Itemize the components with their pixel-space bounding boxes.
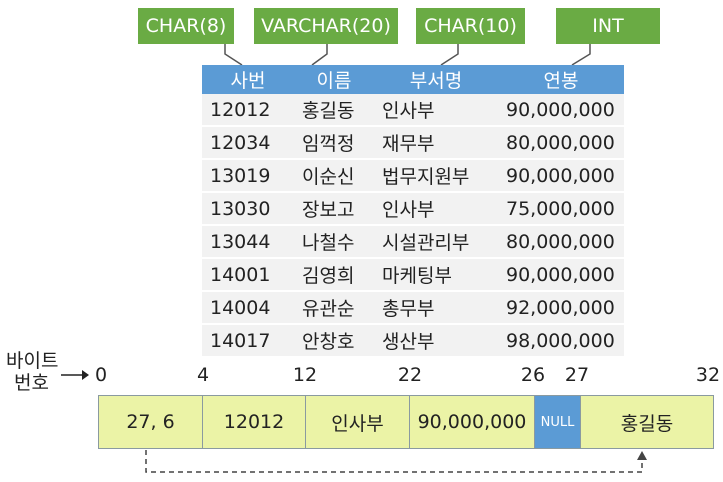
cell-salary: 90,000,000 (498, 94, 624, 127)
table-header-row: 사번 이름 부서명 연봉 (202, 65, 624, 94)
header-name: 이름 (294, 65, 374, 94)
table-row: 13019 이순신 법무지원부 90,000,000 (202, 159, 624, 193)
connector-char8 (224, 44, 243, 66)
cell-salary: 80,000,000 (498, 225, 624, 259)
cell-emp-no: 13044 (202, 225, 294, 259)
cell-name: 나철수 (294, 225, 374, 259)
cell-dept: 법무지원부 (374, 159, 498, 193)
cell-name: 안창호 (294, 324, 374, 358)
offset-22: 22 (397, 364, 423, 386)
cell-emp-no: 13030 (202, 192, 294, 226)
record-cell-salary: 90,000,000 (409, 395, 535, 449)
employee-table: 사번 이름 부서명 연봉 12012 홍길동 인사부 90,000,000 12… (202, 65, 624, 358)
cell-name: 장보고 (294, 192, 374, 226)
table-row: 12034 임꺽정 재무부 80,000,000 (202, 126, 624, 160)
cell-emp-no: 14004 (202, 291, 294, 325)
cell-name: 홍길동 (294, 94, 374, 127)
byte-number-label: 바이트 번호 (6, 350, 58, 394)
byte-label-line1: 바이트 (6, 350, 59, 372)
cell-name: 임꺽정 (294, 126, 374, 160)
type-tag-varchar20: VARCHAR(20) (254, 8, 398, 44)
record-cell-header: 27, 6 (98, 395, 203, 449)
cell-dept: 마케팅부 (374, 258, 498, 292)
offset-32: 32 (695, 364, 721, 386)
table-row: 12012 홍길동 인사부 90,000,000 (202, 94, 624, 127)
type-tag-char8: CHAR(8) (138, 8, 234, 44)
connector-char10 (440, 44, 459, 66)
offset-12: 12 (292, 364, 318, 386)
type-tag-char10: CHAR(10) (416, 8, 525, 44)
cell-salary: 98,000,000 (498, 324, 624, 358)
cell-name: 유관순 (294, 291, 374, 325)
arrow-right-icon (61, 370, 89, 380)
table-row: 13030 장보고 인사부 75,000,000 (202, 192, 624, 226)
cell-dept: 시설관리부 (374, 225, 498, 259)
connector-varchar20 (311, 44, 328, 66)
cell-salary: 80,000,000 (498, 126, 624, 160)
cell-dept: 총무부 (374, 291, 498, 325)
cell-salary: 92,000,000 (498, 291, 624, 325)
cell-emp-no: 14017 (202, 324, 294, 358)
cell-emp-no: 12012 (202, 94, 294, 127)
table-row: 13044 나철수 시설관리부 80,000,000 (202, 225, 624, 259)
table-row: 14017 안창호 생산부 98,000,000 (202, 324, 624, 358)
cell-dept: 인사부 (374, 192, 498, 226)
cell-salary: 90,000,000 (498, 159, 624, 193)
table-row: 14004 유관순 총무부 92,000,000 (202, 291, 624, 325)
record-cell-null: NULL (534, 395, 581, 449)
offset-4: 4 (196, 364, 210, 386)
type-tag-int: INT (556, 8, 660, 44)
cell-emp-no: 13019 (202, 159, 294, 193)
cell-dept: 재무부 (374, 126, 498, 160)
cell-name: 김영희 (294, 258, 374, 292)
byte-label-line2: 번호 (14, 372, 49, 394)
offset-0: 0 (94, 364, 108, 386)
cell-name: 이순신 (294, 159, 374, 193)
cell-salary: 75,000,000 (498, 192, 624, 226)
header-dept: 부서명 (374, 65, 498, 94)
cell-salary: 90,000,000 (498, 258, 624, 292)
header-salary: 연봉 (498, 65, 624, 94)
cell-dept: 생산부 (374, 324, 498, 358)
offset-26: 26 (520, 364, 546, 386)
cell-dept: 인사부 (374, 94, 498, 127)
record-cell-name: 홍길동 (580, 395, 714, 449)
record-cell-emp-no: 12012 (202, 395, 306, 449)
connector-int (571, 44, 591, 66)
cell-emp-no: 14001 (202, 258, 294, 292)
header-emp-no: 사번 (202, 65, 294, 94)
record-cell-dept: 인사부 (305, 395, 410, 449)
arrow-up-icon (637, 451, 647, 460)
table-row: 14001 김영희 마케팅부 90,000,000 (202, 258, 624, 292)
cell-emp-no: 12034 (202, 126, 294, 160)
offset-27: 27 (564, 364, 590, 386)
